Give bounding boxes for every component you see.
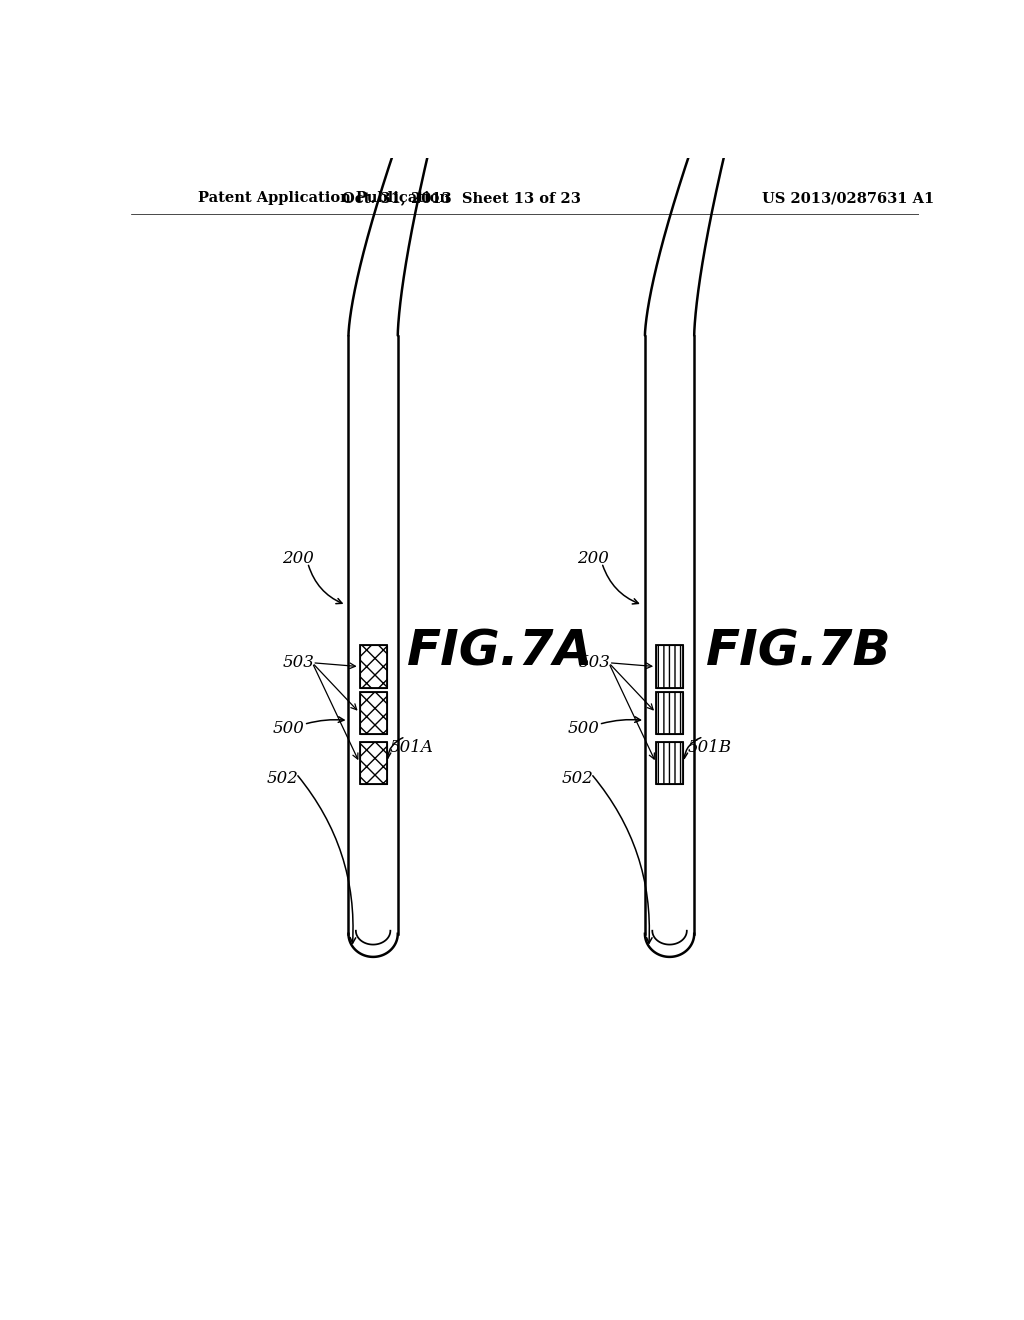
Bar: [656, 645, 683, 688]
Text: 500: 500: [272, 719, 304, 737]
Text: Patent Application Publication: Patent Application Publication: [199, 191, 451, 206]
Text: US 2013/0287631 A1: US 2013/0287631 A1: [762, 191, 934, 206]
Bar: [359, 645, 387, 688]
Text: FIG.7A: FIG.7A: [407, 627, 593, 676]
Bar: [359, 742, 387, 784]
Bar: [359, 692, 387, 734]
Bar: [656, 692, 683, 734]
Text: 501B: 501B: [687, 739, 732, 756]
Text: 200: 200: [283, 550, 314, 568]
Text: 503: 503: [283, 655, 314, 672]
Text: 502: 502: [561, 770, 593, 787]
Text: Oct. 31, 2013  Sheet 13 of 23: Oct. 31, 2013 Sheet 13 of 23: [342, 191, 581, 206]
Bar: [656, 645, 683, 688]
Bar: [656, 692, 683, 734]
Bar: [359, 692, 387, 734]
Bar: [656, 742, 683, 784]
Bar: [359, 645, 387, 688]
Text: 200: 200: [577, 550, 608, 568]
Text: 500: 500: [567, 719, 599, 737]
Text: FIG.7B: FIG.7B: [707, 627, 892, 676]
Text: 503: 503: [579, 655, 610, 672]
Text: 501A: 501A: [390, 739, 433, 756]
Bar: [359, 742, 387, 784]
Bar: [656, 742, 683, 784]
Text: 502: 502: [266, 770, 298, 787]
